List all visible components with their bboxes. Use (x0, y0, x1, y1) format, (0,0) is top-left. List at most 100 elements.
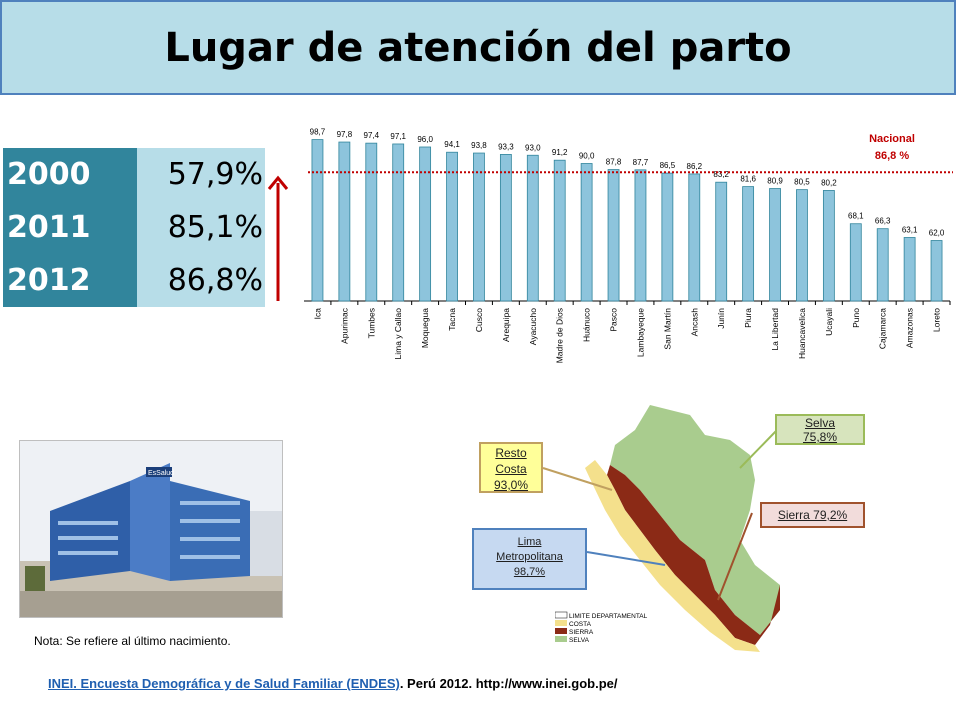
data-label-3: 97,1 (390, 132, 406, 141)
map-selva-region (610, 405, 780, 635)
legend-limite-swatch (555, 611, 568, 619)
data-label-13: 86,5 (660, 161, 676, 170)
tick-label-8: Ayacucho (528, 308, 538, 345)
tick-label-20: Puno (851, 308, 861, 328)
data-label-4: 96,0 (417, 135, 433, 144)
table-row: 2000 57,9% (3, 148, 265, 201)
tick-label-4: Moquegua (420, 308, 430, 348)
resto-costa-line2: Costa (495, 462, 527, 476)
bar-chart: 98,7 Ica 97,8 Apurimac 97,4 Tumbes 97,1 Lima y … (304, 128, 953, 363)
tick-label-16: Piura (743, 308, 753, 328)
lima-line1: Lima (517, 536, 542, 548)
tick-label-13: San Martín (662, 308, 672, 350)
legend-limite-label: LIMITE DEPARTAMENTAL (569, 613, 648, 620)
tick-label-23: Loreto (932, 308, 942, 332)
bar-9 (553, 159, 566, 302)
tick-label-6: Cusco (474, 308, 484, 332)
bar-1 (338, 141, 351, 302)
tick-label-10: Huánuco (582, 308, 592, 342)
tick-label-11: Pasco (609, 308, 619, 332)
data-label-1: 97,8 (337, 130, 353, 139)
footer-rest: . Perú 2012. http://www.inei.gob.pe/ (399, 676, 618, 691)
tick-label-5: Tacna (447, 308, 457, 331)
pct-cell: 57,9% (137, 148, 265, 201)
data-label-9: 91,2 (552, 148, 568, 157)
map-costa-region (585, 460, 760, 652)
legend-sierra-swatch (555, 628, 567, 634)
data-label-6: 93,8 (471, 141, 487, 150)
bar-14 (688, 173, 701, 302)
table-row: 2011 85,1% (3, 201, 265, 254)
selva-callout: Selva 75,8% (775, 414, 865, 445)
data-label-0: 98,7 (310, 128, 326, 137)
endes-link[interactable]: INEI. Encuesta Demográfica y de Salud Fa… (48, 676, 400, 691)
table-row: 2012 86,8% (3, 254, 265, 307)
bar-0 (311, 139, 324, 302)
peru-map: LIMITE DEPARTAMENTAL COSTA SIERRA SELVA (555, 405, 780, 652)
resto-costa-line3: 93,0% (493, 478, 529, 492)
tick-label-12: Lambayeque (635, 308, 645, 357)
data-label-12: 87,7 (633, 158, 649, 167)
up-arrow-icon (267, 175, 289, 301)
tick-label-1: Apurimac (339, 307, 349, 344)
bar-4 (419, 146, 432, 302)
hospital-photo: EsSalud (19, 440, 283, 618)
year-stats-table: 2000 57,9% 2011 85,1% 2012 86,8% (3, 148, 265, 307)
page-title: Lugar de atención del parto (164, 24, 792, 71)
bar-18 (796, 189, 808, 302)
pct-cell: 86,8% (137, 254, 265, 307)
bar-3 (392, 143, 405, 302)
pct-cell: 85,1% (137, 201, 265, 254)
tick-label-0: Ica (312, 308, 322, 320)
bar-5 (446, 151, 458, 302)
data-label-20: 68,1 (848, 212, 864, 221)
tick-label-3: Lima y Callao (393, 308, 403, 360)
tick-label-22: Amazonas (905, 308, 915, 348)
year-cell: 2000 (3, 148, 137, 201)
sierra-text: Sierra 79,2% (777, 508, 848, 522)
tick-label-18: Huancavelica (797, 308, 807, 359)
map-sierra-region (607, 465, 780, 645)
selva-line2: 75,8% (802, 430, 838, 444)
tick-label-7: Arequipa (501, 308, 511, 342)
data-label-2: 97,4 (364, 131, 380, 140)
data-label-7: 93,3 (498, 142, 514, 151)
data-label-17: 80,9 (767, 177, 783, 186)
tick-label-15: Junín (716, 308, 726, 329)
year-cell: 2011 (3, 201, 137, 254)
resto-costa-callout: Resto Costa 93,0% (479, 442, 543, 493)
bar-21 (876, 228, 889, 302)
title-banner: Lugar de atención del parto (0, 0, 956, 95)
bar-12 (634, 169, 647, 302)
data-label-21: 66,3 (875, 217, 891, 226)
tick-label-17: La Libertad (770, 308, 780, 351)
bar-17 (769, 188, 781, 302)
essalud-sign: EsSalud (148, 470, 174, 477)
resto-costa-line1: Resto (495, 446, 527, 460)
sierra-callout: Sierra 79,2% (760, 502, 865, 528)
bar-16 (742, 186, 755, 302)
legend-sierra-label: SIERRA (569, 629, 594, 636)
selva-line1: Selva (804, 416, 836, 430)
data-label-19: 80,2 (821, 178, 837, 187)
lima-callout: Lima Metropolitana 98,7% (472, 528, 587, 590)
data-label-8: 93,0 (525, 143, 541, 152)
data-label-10: 90,0 (579, 152, 595, 161)
note-text: Nota: Se refiere al último nacimiento. (34, 634, 231, 648)
bar-10 (580, 163, 593, 302)
data-label-5: 94,1 (444, 140, 460, 149)
legend-costa-label: COSTA (569, 621, 592, 628)
bar-23 (930, 240, 943, 302)
tick-label-19: Ucayali (824, 308, 834, 336)
data-label-15: 83,2 (713, 170, 729, 179)
year-cell: 2012 (3, 254, 137, 307)
lima-line3: 98,7% (513, 566, 546, 578)
tick-label-14: Ancash (689, 308, 699, 337)
legend-selva-label: SELVA (569, 637, 590, 644)
data-label-11: 87,8 (606, 158, 622, 167)
source-footer: INEI. Encuesta Demográfica y de Salud Fa… (48, 676, 618, 691)
bar-7 (499, 154, 512, 302)
bar-6 (473, 152, 485, 302)
legend-selva-swatch (555, 636, 567, 642)
data-label-16: 81,6 (740, 175, 756, 184)
